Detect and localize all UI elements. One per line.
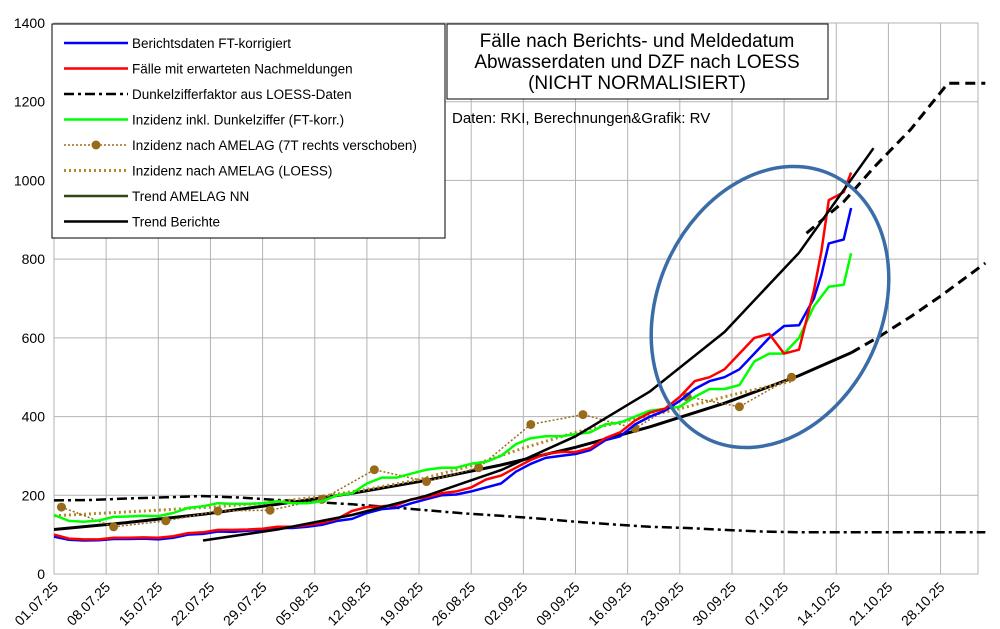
x-tick-label: 05.08.25 bbox=[272, 579, 322, 629]
amelag-marker bbox=[369, 465, 379, 475]
legend-marker bbox=[91, 140, 101, 150]
source-note: Daten: RKI, Berechnungen&Grafik: RV bbox=[452, 110, 710, 127]
amelag-marker bbox=[474, 463, 484, 473]
y-tick-label: 800 bbox=[22, 251, 46, 267]
title-box-frame bbox=[446, 23, 829, 100]
y-tick-label: 200 bbox=[22, 487, 46, 503]
legend-label: Inzidenz nach AMELAG (7T rechts verschob… bbox=[132, 138, 417, 153]
x-tick-label: 08.07.25 bbox=[63, 579, 113, 629]
amelag-marker bbox=[109, 522, 119, 532]
trend-curve-2 bbox=[805, 81, 986, 235]
legend-box bbox=[51, 23, 446, 239]
y-tick-label: 1400 bbox=[14, 15, 45, 31]
amelag-marker bbox=[734, 402, 744, 412]
y-tick-label: 400 bbox=[22, 409, 46, 425]
legend-label: Dunkelzifferfaktor aus LOESS-Daten bbox=[132, 87, 352, 102]
x-tick-label: 21.10.25 bbox=[846, 579, 896, 629]
series-line-7 bbox=[202, 147, 875, 542]
legend: Berichtsdaten FT-korrigiert Fälle mit erw… bbox=[51, 23, 446, 239]
x-tick-label: 07.10.25 bbox=[741, 579, 791, 629]
annotation-ellipse bbox=[649, 164, 891, 450]
legend-label: Trend AMELAG NN bbox=[132, 189, 249, 204]
y-tick-label: 600 bbox=[22, 330, 46, 346]
x-tick-label: 14.10.25 bbox=[794, 579, 844, 629]
x-tick-label: 22.07.25 bbox=[168, 579, 218, 629]
x-tick-label: 09.09.25 bbox=[533, 579, 583, 629]
x-tick-label: 01.07.25 bbox=[11, 579, 61, 629]
amelag-marker bbox=[265, 505, 275, 515]
amelag-marker bbox=[787, 372, 797, 382]
amelag-marker bbox=[422, 477, 431, 487]
amelag-marker bbox=[56, 502, 66, 512]
amelag-marker bbox=[213, 506, 223, 516]
legend-label: Inzidenz nach AMELAG (LOESS) bbox=[132, 164, 332, 179]
x-tick-label: 16.09.25 bbox=[585, 579, 635, 629]
amelag-marker bbox=[161, 516, 171, 526]
chart-title-line-2: Abwasserdaten und DZF nach LOESS bbox=[474, 52, 799, 73]
legend-label: Trend Berichte bbox=[132, 215, 220, 230]
series-line-2 bbox=[53, 494, 986, 534]
y-tick-label: 1000 bbox=[14, 172, 45, 188]
series-line-3 bbox=[53, 252, 853, 523]
series-line-0 bbox=[53, 207, 853, 542]
y-axis-ticks: 0 200 400 600 800 1000 1200 1400 bbox=[14, 15, 45, 582]
x-tick-label: 26.08.25 bbox=[428, 579, 478, 629]
legend-label: Berichtsdaten FT-korrigiert bbox=[132, 36, 291, 51]
highlight-ellipse bbox=[649, 164, 891, 450]
chart-title-line-1: Fälle nach Berichts- und Meldedatum bbox=[480, 31, 795, 52]
series-line-1 bbox=[53, 172, 853, 541]
x-tick-label: 02.09.25 bbox=[481, 579, 531, 629]
chart-title-line-3: (NICHT NORMALISIERT) bbox=[528, 73, 746, 94]
legend-label: Inzidenz inkl. Dunkelziffer (FT-korr.) bbox=[132, 113, 344, 128]
amelag-marker bbox=[526, 419, 536, 429]
x-tick-label: 30.09.25 bbox=[689, 579, 739, 629]
series-line-5 bbox=[53, 379, 792, 518]
legend-label: Fälle mit erwarteten Nachmeldungen bbox=[132, 62, 353, 77]
x-tick-label: 29.07.25 bbox=[220, 579, 270, 629]
x-tick-label: 19.08.25 bbox=[376, 579, 426, 629]
x-tick-label: 12.08.25 bbox=[324, 579, 374, 629]
title-box: Fälle nach Berichts- und Meldedatum Abwa… bbox=[446, 23, 829, 100]
y-tick-label: 0 bbox=[37, 566, 45, 582]
x-axis-ticks: 01.07.25 08.07.25 15.07.25 22.07.25 29.07.25… bbox=[11, 579, 948, 629]
x-tick-label: 15.07.25 bbox=[116, 579, 166, 629]
x-tick-label: 23.09.25 bbox=[637, 579, 687, 629]
x-tick-label: 28.10.25 bbox=[898, 579, 948, 629]
y-tick-label: 1200 bbox=[14, 94, 45, 110]
trend-curve-1 bbox=[850, 261, 987, 355]
amelag-marker bbox=[578, 410, 588, 420]
plot-series bbox=[53, 81, 987, 542]
